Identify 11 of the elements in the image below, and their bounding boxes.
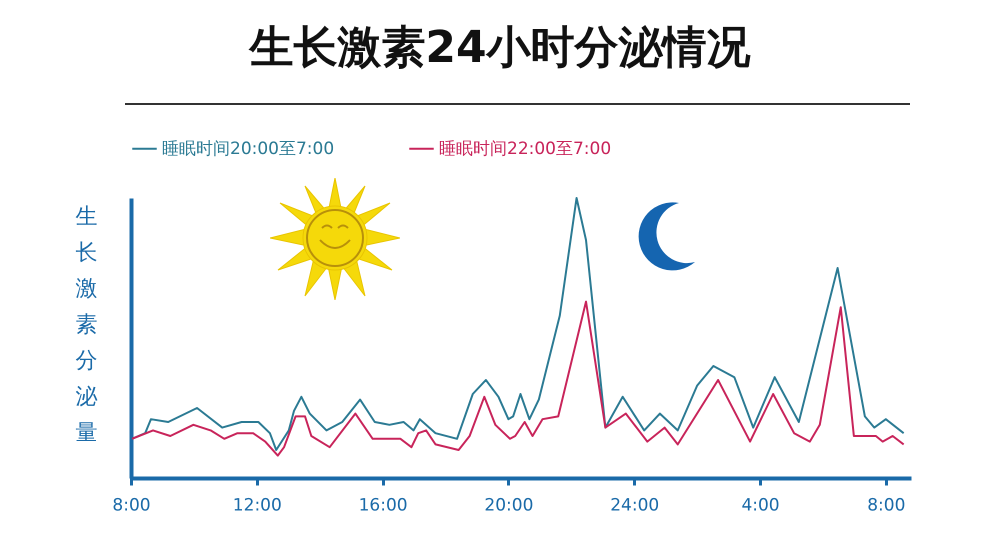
x-tick-label: 4:00 bbox=[741, 496, 780, 516]
legend-label: 睡眠时间22:00至7:00 bbox=[439, 138, 612, 159]
x-tick-label: 8:00 bbox=[112, 496, 151, 516]
chart-title: 生长激素24小时分泌情况 bbox=[248, 21, 752, 75]
x-tick-label: 20:00 bbox=[484, 496, 534, 516]
y-axis-title: 生长激素分泌量 bbox=[76, 204, 98, 446]
x-tick-label: 12:00 bbox=[232, 496, 282, 516]
x-tick-label: 24:00 bbox=[610, 496, 660, 516]
x-tick-label: 8:00 bbox=[867, 496, 906, 516]
legend-label: 睡眠时间20:00至7:00 bbox=[162, 138, 334, 159]
x-tick-label: 16:00 bbox=[358, 496, 408, 516]
